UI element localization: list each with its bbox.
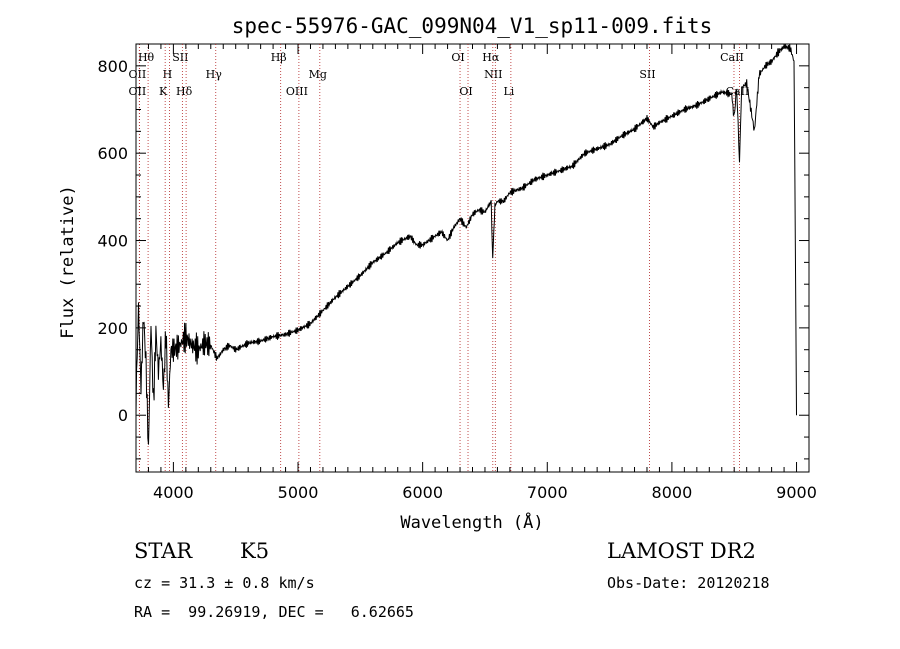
axis-ticks: 4000 5000 6000 7000 8000 9000 0 200 400 600 800 xyxy=(97,43,817,502)
x-tick-label: 9000 xyxy=(776,483,817,502)
spectral-line-label: H xyxy=(163,68,173,81)
obs-date-text: Obs-Date: 20120218 xyxy=(607,574,770,592)
spectral-line-label: CaII xyxy=(720,51,744,64)
y-axis-label: Flux (relative) xyxy=(58,185,78,339)
x-tick-label: 8000 xyxy=(652,483,693,502)
survey-name: LAMOST DR2 xyxy=(607,539,756,563)
spectral-line-label: Hδ xyxy=(176,85,193,98)
chart-title: spec-55976-GAC_099N04_V1_sp11-009.fits xyxy=(232,14,712,38)
spectral-line-label: Hα xyxy=(482,51,500,64)
y-tick-label: 200 xyxy=(97,319,128,338)
redshift-text: cz = 31.3 ± 0.8 km/s xyxy=(134,574,315,592)
x-tick-label: 6000 xyxy=(402,483,443,502)
spectrum-line xyxy=(135,43,797,445)
y-tick-label: 600 xyxy=(97,144,128,163)
x-tick-label: 7000 xyxy=(527,483,568,502)
spectral-line-label: Mg xyxy=(309,68,327,81)
spectral-line-label: SII xyxy=(172,51,188,64)
x-tick-label: 5000 xyxy=(278,483,319,502)
coordinates-text: RA = 99.26919, DEC = 6.62665 xyxy=(134,603,414,621)
spectral-line-label: OI xyxy=(451,51,464,64)
spectral-line-label: OIII xyxy=(286,85,308,98)
object-class: STAR xyxy=(134,539,193,563)
spectral-line-label: OII xyxy=(129,85,147,98)
spectral-line-label: Li xyxy=(503,85,514,98)
plot-frame xyxy=(135,43,810,473)
spectral-line-label: Hγ xyxy=(206,68,223,81)
spectral-line-label: OII xyxy=(129,68,147,81)
spectral-line-label: OI xyxy=(459,85,472,98)
spectral-line-label: Hβ xyxy=(271,51,287,64)
y-tick-label: 800 xyxy=(97,57,128,76)
spectral-line-label: K xyxy=(159,85,168,98)
x-tick-label: 4000 xyxy=(153,483,194,502)
spectral-line-label: SII xyxy=(639,68,655,81)
x-axis-label: Wavelength (Å) xyxy=(400,511,543,533)
y-tick-label: 400 xyxy=(97,232,128,251)
object-subclass: K5 xyxy=(240,539,270,563)
y-tick-label: 0 xyxy=(118,406,128,425)
spectral-line-label: Hθ xyxy=(138,51,155,64)
spectral-line-label: NII xyxy=(484,68,502,81)
